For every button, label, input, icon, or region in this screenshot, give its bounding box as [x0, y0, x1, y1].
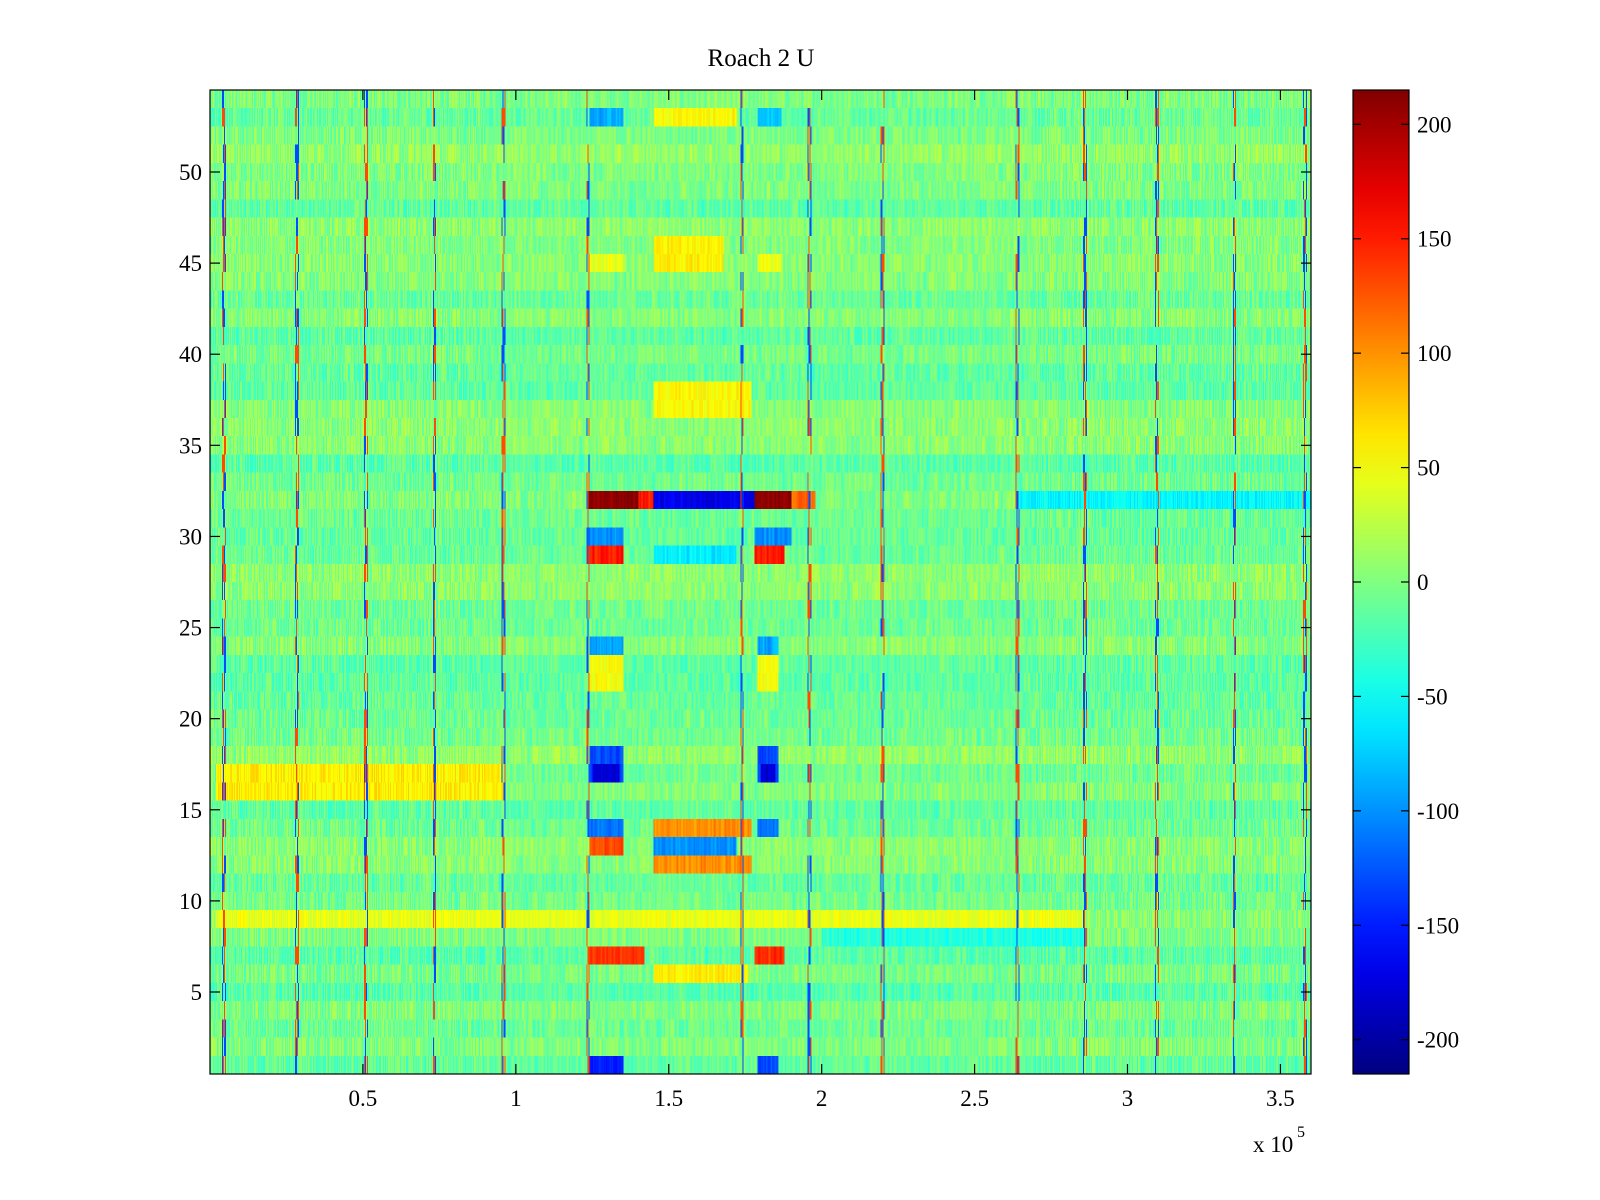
colorbar-tick-label: 50 [1417, 456, 1440, 481]
x-multiplier-exponent: 5 [1297, 1124, 1305, 1141]
plot-frame [209, 89, 1312, 1075]
x-tick-label: 3.5 [1266, 1086, 1295, 1111]
plot-area [209, 89, 1312, 1075]
colorbar: 200 150 100 50 0 -50 -100 -150 -200 [1352, 89, 1459, 1075]
x-tick-label: 0.5 [349, 1086, 378, 1111]
colorbar-tick-label: 150 [1417, 227, 1452, 252]
colorbar-tick-label: -200 [1417, 1028, 1459, 1053]
x-axis-multiplier: x 10 5 [1253, 1124, 1305, 1157]
x-tick-label: 3 [1122, 1086, 1134, 1111]
colorbar-fill [1353, 90, 1409, 1074]
y-tick-label: 25 [179, 616, 202, 641]
y-tick-label: 30 [179, 524, 202, 549]
colorbar-ticks: 200 150 100 50 0 -50 -100 -150 -200 [1353, 112, 1459, 1053]
y-tick-label: 5 [191, 980, 203, 1005]
colorbar-tick-label: -50 [1417, 684, 1448, 709]
y-tick-label: 50 [179, 160, 202, 185]
colorbar-tick-label: 100 [1417, 341, 1452, 366]
heatmap-image [210, 90, 1311, 1074]
x-tick-label: 1.5 [654, 1086, 683, 1111]
x-axis: 0.5 1 1.5 2 2.5 3 3.5 [349, 90, 1295, 1111]
y-tick-label: 10 [179, 889, 202, 914]
x-multiplier-label: x 10 [1253, 1132, 1293, 1157]
y-tick-label: 15 [179, 798, 202, 823]
colorbar-tick-label: -100 [1417, 799, 1459, 824]
y-axis: 5 10 15 20 25 30 35 40 45 50 [179, 160, 1311, 1005]
colorbar-tick-label: 200 [1417, 112, 1452, 137]
colorbar-tick-label: -150 [1417, 913, 1459, 938]
x-tick-label: 2.5 [960, 1086, 989, 1111]
y-tick-label: 40 [179, 342, 202, 367]
y-tick-label: 20 [179, 707, 202, 732]
y-tick-label: 35 [179, 433, 202, 458]
colorbar-tick-label: 0 [1417, 570, 1429, 595]
chart-title: Roach 2 U [708, 45, 815, 72]
y-tick-label: 45 [179, 251, 202, 276]
x-tick-label: 1 [510, 1086, 522, 1111]
x-tick-label: 2 [816, 1086, 828, 1111]
